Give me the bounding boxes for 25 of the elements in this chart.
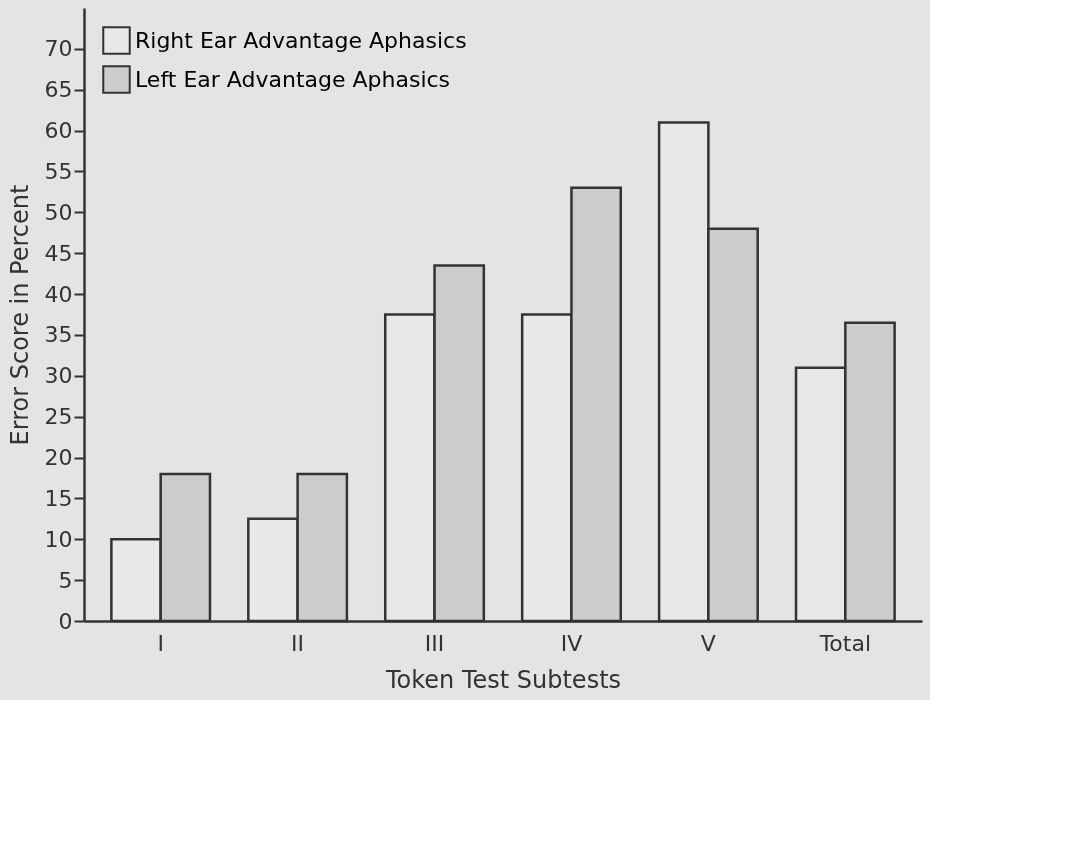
x-tick-label: I — [157, 630, 164, 656]
x-tick-label: Total — [818, 630, 872, 656]
x-tick-label: IV — [560, 630, 583, 656]
y-tick-label: 40 — [44, 281, 73, 307]
x-tick-label: III — [424, 630, 445, 656]
y-tick-label: 45 — [44, 240, 73, 266]
y-tick-label: 55 — [44, 158, 73, 184]
x-tick-label: V — [700, 630, 716, 656]
y-tick-label: 70 — [44, 36, 73, 62]
y-axis-title: Error Score in Percent — [5, 184, 34, 446]
y-tick-label: 15 — [44, 485, 73, 511]
y-tick-label: 0 — [58, 608, 73, 634]
y-tick-label: 30 — [44, 363, 73, 389]
legend-label: Right Ear Advantage Aphasics — [135, 27, 467, 53]
y-tick-label: 50 — [44, 199, 73, 225]
y-tick-label: 10 — [44, 526, 73, 552]
y-tick-label: 35 — [44, 322, 73, 348]
y-tick-label: 5 — [58, 567, 73, 593]
y-tick-label: 60 — [44, 118, 73, 144]
y-tick-label: 65 — [44, 77, 73, 103]
x-axis-title: Token Test Subtests — [384, 665, 622, 694]
y-tick-label: 20 — [44, 445, 73, 471]
legend-label: Left Ear Advantage Aphasics — [135, 66, 451, 92]
y-tick-label: 25 — [44, 404, 73, 430]
x-tick-label: II — [291, 630, 305, 656]
